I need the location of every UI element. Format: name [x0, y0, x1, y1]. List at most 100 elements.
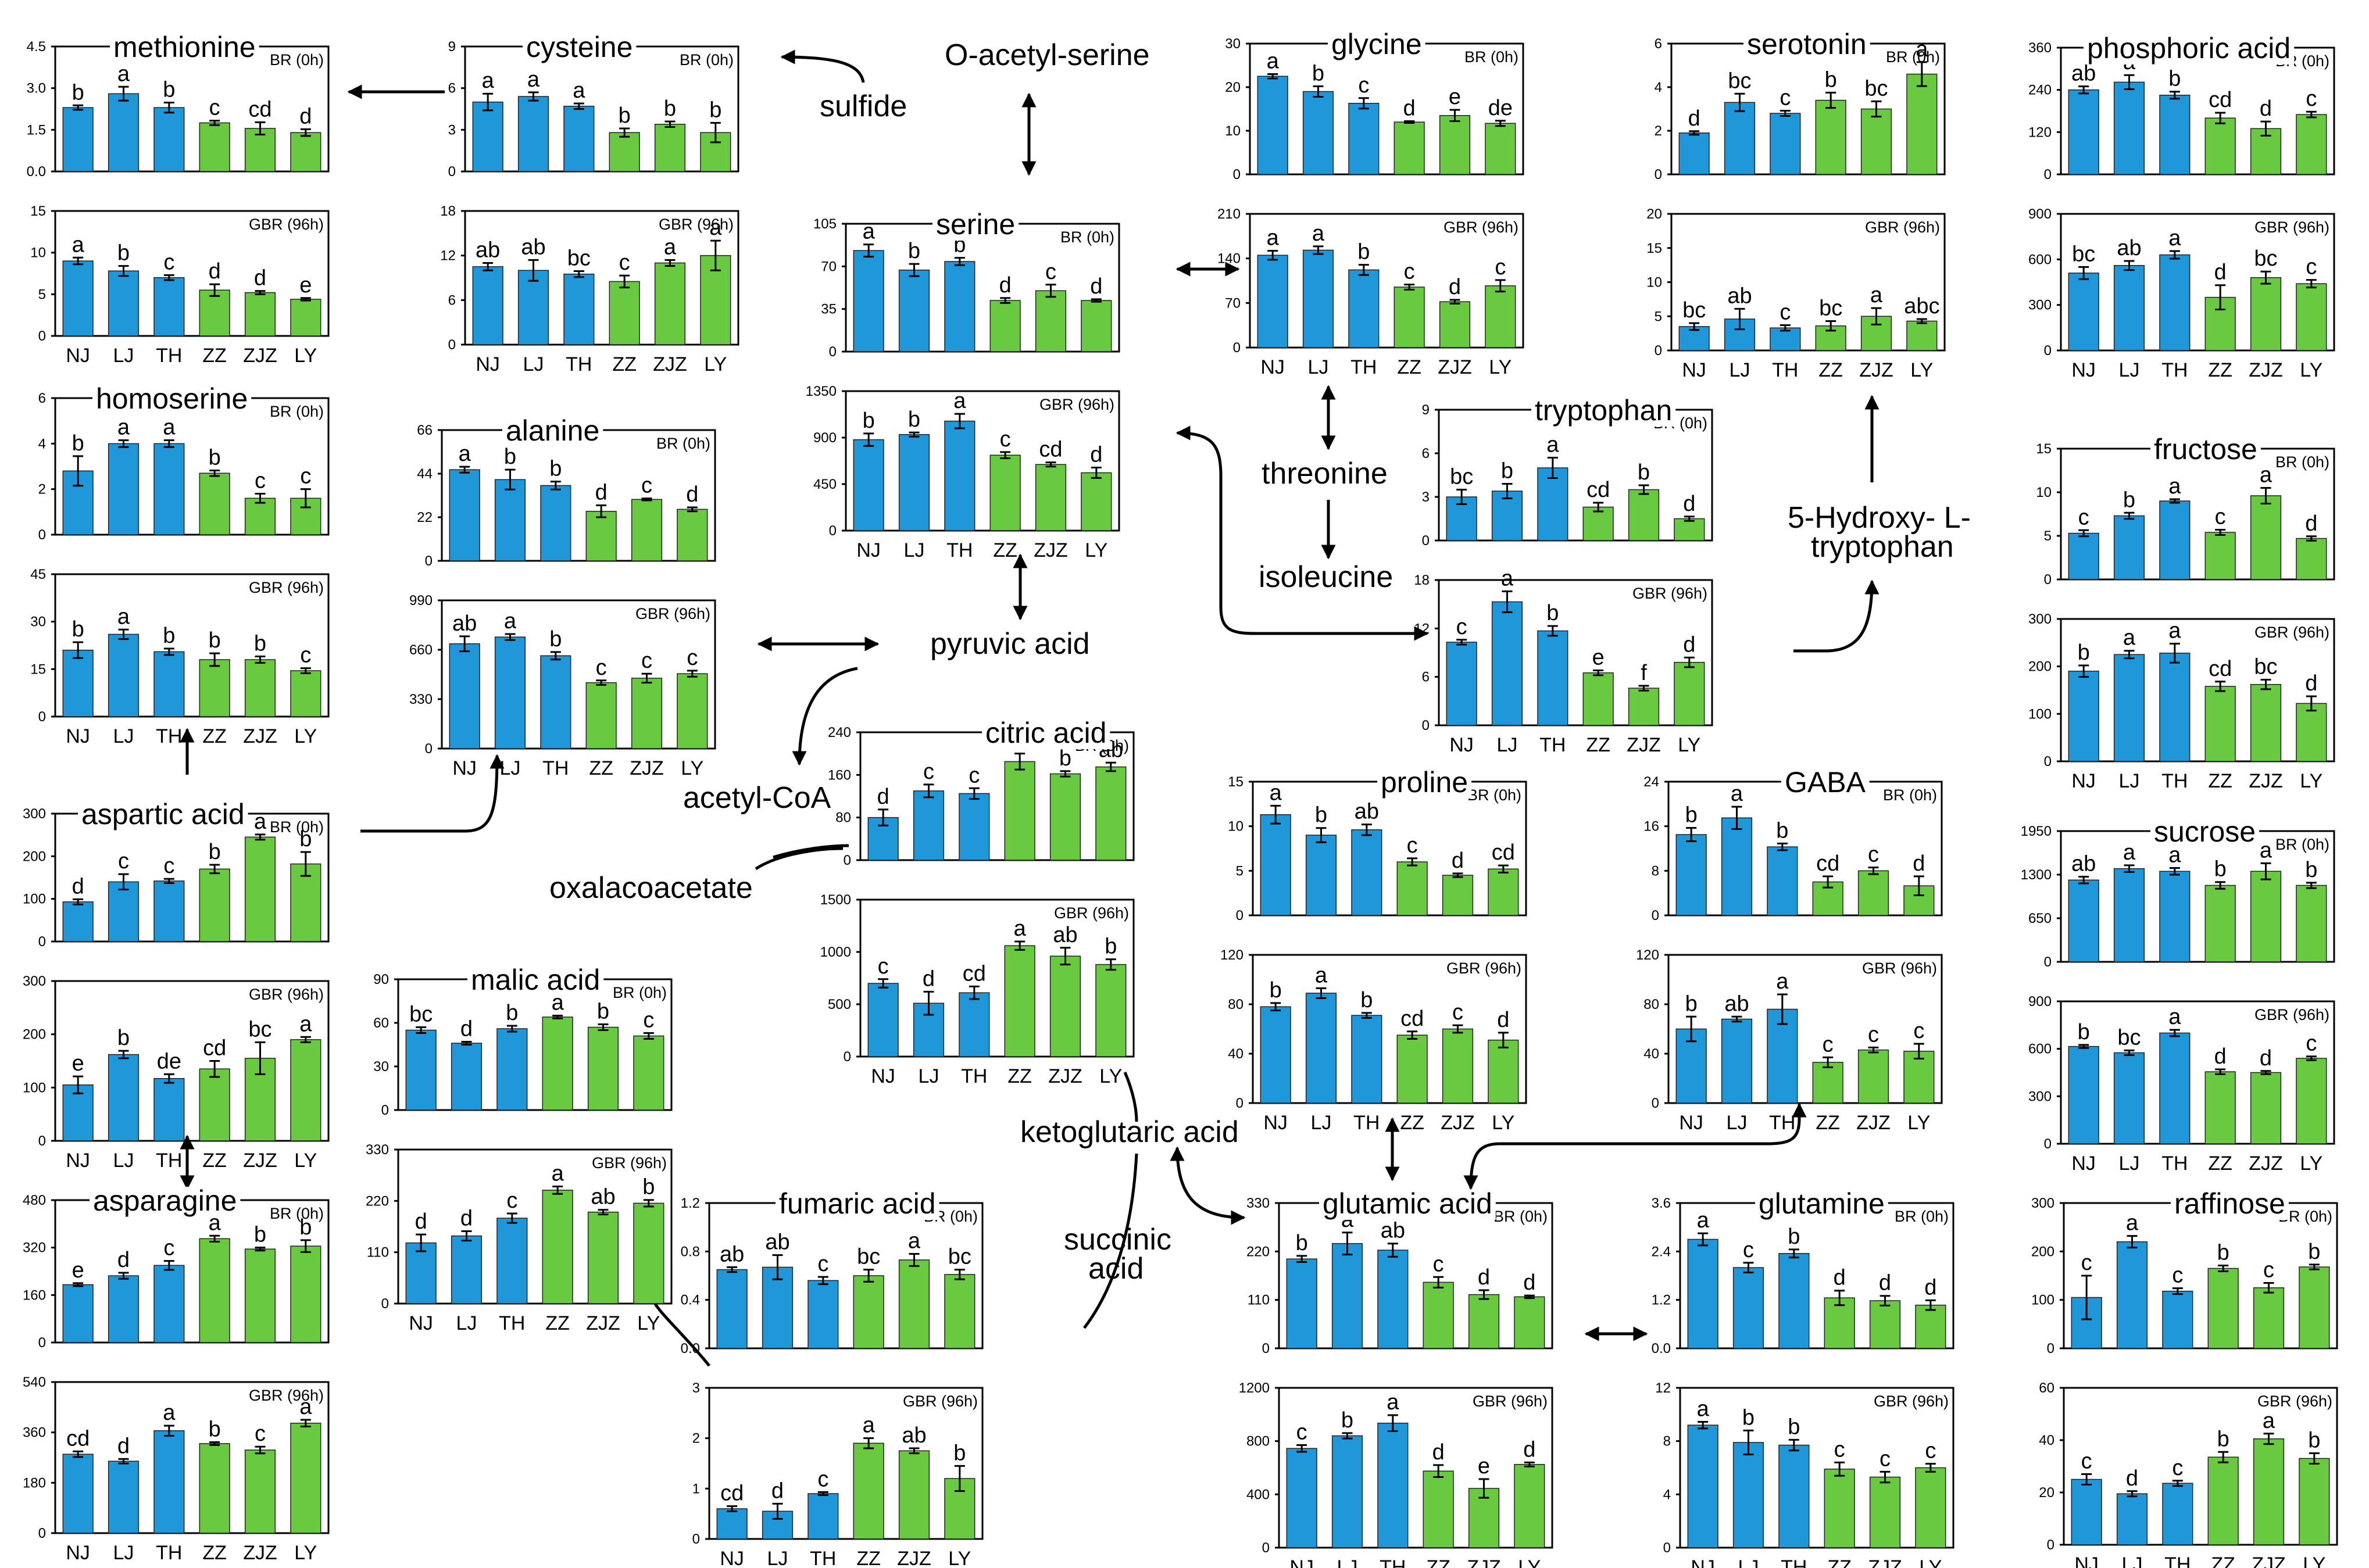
serotonin-br-bar-zz [1815, 99, 1846, 175]
raffinose-br-letter: b [2217, 1241, 2229, 1265]
malic-acid-gbr-tick-label: 220 [366, 1193, 389, 1209]
glutamic-acid-gbr-letter: d [1432, 1440, 1445, 1465]
alanine-gbr-tick-label: 0 [425, 741, 433, 757]
tryptophan-category-zz: ZZ [1586, 734, 1610, 756]
glutamine-gbr-bar-ly [1915, 1467, 1946, 1548]
glutamic-acid-gbr-letter: c [1296, 1420, 1307, 1445]
methionine-category-lj: LJ [113, 345, 134, 367]
cysteine-gbr-condition-label: GBR (96h) [659, 216, 734, 233]
tryptophan-br-bar-th [1537, 467, 1568, 541]
cysteine-br-tick-label: 6 [448, 81, 456, 96]
homoserine-gbr-bar-th [153, 651, 185, 717]
citric-acid-title-backing [982, 719, 1110, 749]
fructose-br-tick-label: 15 [2036, 441, 2052, 457]
glutamic-acid-gbr-letter: d [1523, 1437, 1535, 1462]
fumaric-acid-category-th: TH [810, 1548, 836, 1568]
serotonin-category-nj: NJ [1682, 359, 1706, 381]
glycine-gbr-letter: a [1267, 226, 1280, 250]
citric-acid-category-nj: NJ [871, 1065, 895, 1087]
aspartic-acid-category-th: TH [156, 1150, 182, 1172]
sucrose-gbr-tick-label: 900 [2028, 994, 2052, 1009]
sucrose-category-zjz: ZJZ [2249, 1152, 2283, 1175]
methionine-gbr-condition-label: GBR (96h) [249, 216, 324, 233]
fumaric-acid-gbr-tick-label: 3 [692, 1380, 700, 1396]
arrow-tryptophan-to-5htp [1793, 579, 1880, 653]
methionine-gbr-letter: e [299, 273, 312, 298]
sucrose-gbr-plot: GBR (96h) 0 300 600 900 b bc a d d c [2028, 994, 2335, 1152]
methionine-category-nj: NJ [66, 345, 90, 367]
alanine-category-zz: ZZ [589, 757, 613, 779]
fructose-br-bar-zjz [2250, 495, 2282, 580]
aspartic-acid-title: aspartic acid [81, 798, 245, 830]
proline-gbr-tick-label: 80 [1228, 997, 1244, 1012]
phosphoric-acid-gbr-frame [2060, 213, 2335, 352]
tryptophan-gbr-letter: f [1641, 661, 1647, 685]
homoserine-gbr-bar-nj [62, 649, 94, 717]
glycine-br-tick-label: 30 [1225, 36, 1241, 52]
methionine-gbr-tick-label: 15 [30, 203, 46, 219]
label-tryptophan-line2: tryptophan [1811, 530, 1954, 564]
serine-gbr-letter: c [1000, 427, 1011, 452]
fructose-br-bar-ly [2296, 538, 2327, 580]
tryptophan-gbr-letter: e [1592, 646, 1605, 670]
aspartic-acid-br-tick-label: 0 [38, 934, 46, 950]
serine-br-bar-nj [853, 250, 884, 352]
fructose-br-letter: c [2078, 505, 2089, 529]
fumaric-acid-category-zjz: ZJZ [897, 1548, 931, 1568]
asparagine-br-tick-label: 320 [23, 1240, 46, 1256]
fumaric-acid-gbr-tick-label: 1 [692, 1481, 700, 1497]
alanine-gbr-bar-zjz [631, 678, 663, 749]
glutamine-br-bar-zz [1824, 1297, 1855, 1349]
sucrose-gbr-tick-label: 300 [2028, 1089, 2052, 1104]
aspartic-acid-br-plot: BR (0h) 0 100 200 300 d c c b a b [23, 806, 330, 950]
cysteine-gbr-bar-nj [472, 266, 503, 345]
glycine-gbr-bar-zz [1393, 287, 1425, 348]
malic-acid-gbr-letter: ab [591, 1185, 615, 1209]
malic-acid-br-tick-label: 30 [373, 1059, 389, 1075]
raffinose-gbr-letter: c [2081, 1449, 2092, 1474]
line-citric-ketoglutaric [1123, 1072, 1138, 1122]
glycine-gbr-bar-ly [1485, 285, 1516, 348]
tryptophan-category-lj: LJ [1497, 734, 1518, 756]
asparagine-gbr-tick-label: 540 [23, 1374, 46, 1390]
alanine-gbr-letter: b [549, 627, 562, 651]
proline-br-bar-zjz [1442, 875, 1474, 916]
homoserine-gbr-bar-zjz [244, 659, 276, 717]
alanine-br-letter: b [549, 457, 562, 481]
malic-acid-br-bar-zjz [587, 1026, 619, 1111]
serine-gbr-bar-ly [1081, 472, 1112, 531]
serine-gbr-letter: d [1090, 443, 1102, 467]
raffinose-br-letter: c [2081, 1251, 2092, 1275]
proline-br-letter: cd [1492, 840, 1515, 865]
cysteine-br-letter: a [573, 78, 585, 103]
proline-br-bar-th [1351, 829, 1382, 916]
raffinose-gbr-letter: a [2263, 1409, 2275, 1433]
glutamine-title: glutamine [1759, 1187, 1885, 1220]
proline-gbr-tick-label: 0 [1236, 1096, 1244, 1111]
asparagine-gbr-bar-ly [290, 1423, 321, 1534]
proline-gbr-letter: c [1452, 1000, 1463, 1025]
cysteine-gbr-bar-lj [517, 270, 549, 345]
alanine-br-letter: c [641, 474, 652, 498]
glycine-br-condition-label: BR (0h) [1464, 48, 1518, 66]
glutamine-br-letter: d [1924, 1275, 1936, 1299]
raffinose-gbr-plot: GBR (96h) 0 20 40 60 c d c b a b [2039, 1380, 2338, 1553]
glycine-category-lj: LJ [1308, 356, 1329, 378]
fumaric-acid-category-nj: NJ [720, 1548, 744, 1568]
gaba-br-bar-zjz [1857, 870, 1889, 916]
glycine-br-letter: de [1488, 96, 1513, 120]
serine-br-letter: d [1090, 274, 1102, 299]
glutamic-acid-br-tick-label: 220 [1246, 1244, 1270, 1259]
tryptophan-gbr-bar-zjz [1628, 688, 1660, 726]
fumaric-acid-gbr-bar-nj [716, 1508, 748, 1540]
raffinose-gbr-condition-label: GBR (96h) [2257, 1392, 2332, 1410]
glutamine-br-condition-label: BR (0h) [1895, 1208, 1949, 1225]
sucrose-gbr-bar-zz [2204, 1071, 2236, 1144]
raffinose-br-letter: b [2308, 1240, 2320, 1264]
alanine-gbr-tick-label: 660 [409, 642, 433, 658]
gaba-gbr-letter: c [1868, 1022, 1879, 1047]
glutamic-acid-title-backing [1319, 1190, 1496, 1220]
fumaric-acid-br-letter: bc [857, 1245, 880, 1269]
